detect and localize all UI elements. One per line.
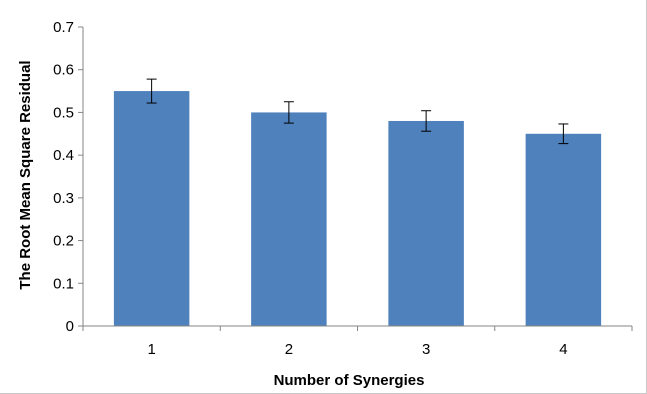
y-tick-label: 0.4 [53, 147, 74, 164]
y-tick-label: 0.7 [53, 19, 74, 36]
bar [388, 120, 464, 326]
y-axis-title-group: The Root Mean Square Residual [17, 60, 34, 289]
x-tick-label: 2 [285, 341, 293, 358]
x-tick-label: 3 [422, 341, 430, 358]
bar [113, 91, 190, 326]
bar [251, 112, 327, 326]
y-tick-label: 0.3 [53, 190, 74, 207]
y-tick-label: 0.2 [53, 233, 74, 250]
x-tick-label: 1 [147, 341, 155, 358]
bar [525, 133, 602, 326]
x-tick-label: 4 [559, 341, 567, 358]
y-tick-label: 0 [66, 318, 74, 335]
y-tick-label: 0.1 [53, 275, 74, 292]
y-tick-label: 0.6 [53, 62, 74, 79]
y-tick-label: 0.5 [53, 104, 74, 121]
x-axis-title: Number of Synergies [274, 372, 425, 389]
y-axis-title: The Root Mean Square Residual [17, 60, 34, 289]
plot-area: 0 0.1 0.2 0.3 0.4 0.5 0.6 0.7 1 2 3 4 [53, 19, 633, 358]
